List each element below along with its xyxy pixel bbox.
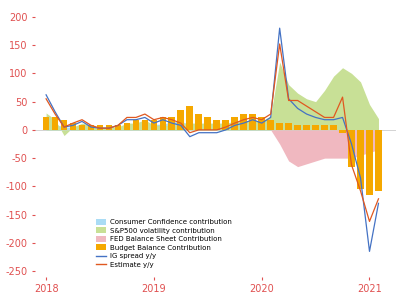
Bar: [267, 120, 273, 130]
Bar: [114, 125, 121, 130]
Bar: [213, 120, 220, 130]
Bar: [141, 120, 148, 130]
Bar: [294, 125, 300, 130]
Bar: [105, 125, 112, 130]
Bar: [222, 120, 229, 130]
Bar: [329, 125, 336, 130]
Bar: [52, 117, 58, 130]
Bar: [302, 125, 309, 130]
Legend: Consumer Confidence contribution, S&P500 volatility contribution, FED Balance Sh: Consumer Confidence contribution, S&P500…: [93, 216, 234, 271]
Bar: [132, 120, 139, 130]
Bar: [365, 130, 372, 195]
Bar: [312, 125, 318, 130]
Bar: [258, 117, 264, 130]
Bar: [87, 125, 94, 130]
Bar: [96, 125, 103, 130]
Bar: [285, 123, 291, 130]
Bar: [177, 110, 184, 130]
Bar: [231, 117, 237, 130]
Bar: [69, 123, 76, 130]
Bar: [79, 125, 85, 130]
Bar: [168, 117, 175, 130]
Bar: [123, 123, 130, 130]
Bar: [43, 117, 49, 130]
Bar: [159, 117, 166, 130]
Bar: [204, 117, 211, 130]
Bar: [186, 106, 193, 130]
Bar: [240, 114, 247, 130]
Bar: [338, 130, 345, 133]
Bar: [347, 130, 354, 167]
Bar: [195, 114, 202, 130]
Bar: [374, 130, 381, 191]
Bar: [150, 120, 157, 130]
Bar: [356, 130, 363, 189]
Bar: [249, 114, 255, 130]
Bar: [320, 125, 327, 130]
Bar: [61, 120, 67, 130]
Bar: [275, 123, 282, 130]
